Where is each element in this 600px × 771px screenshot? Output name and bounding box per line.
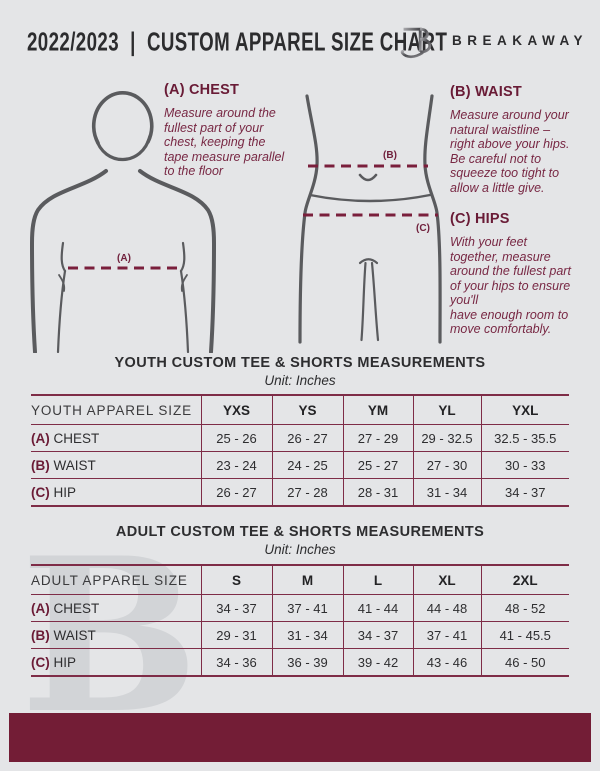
measurement-cell: 28 - 31 (342, 478, 413, 506)
youth-table-title: YOUTH CUSTOM TEE & SHORTS MEASUREMENTS (114, 355, 486, 371)
breakaway-b-logo-icon (400, 27, 432, 59)
measurement-cell: 41 - 45.5 (480, 621, 569, 649)
measurement-cell: 34 - 36 (200, 648, 272, 676)
measurement-cell: 44 - 48 (412, 594, 481, 622)
measurement-cell: 37 - 41 (412, 621, 481, 649)
size-column-header: YS (271, 395, 343, 425)
table-row-waist: (B) WAIST 29 - 31 31 - 34 34 - 37 37 - 4… (31, 621, 569, 649)
size-column-header: S (200, 565, 272, 595)
measurement-cell: 26 - 27 (200, 478, 272, 506)
measurement-cell: 31 - 34 (412, 478, 481, 506)
hips-guide: (C) HIPS With your feet together, measur… (450, 211, 600, 337)
row-prefix: (A) (31, 600, 50, 616)
table-row-waist: (B) WAIST 23 - 24 24 - 25 25 - 27 27 - 3… (31, 451, 569, 479)
row-name: WAIST (53, 457, 96, 473)
row-label: (B) WAIST (31, 451, 201, 479)
measurement-cell: 26 - 27 (271, 424, 343, 452)
measurement-cell: 34 - 37 (480, 478, 569, 506)
waist-guide-text: Measure around your natural waistline – … (450, 108, 570, 195)
measurement-cell: 34 - 37 (342, 621, 413, 649)
row-name: HIP (53, 654, 77, 670)
adult-table-title: ADULT CUSTOM TEE & SHORTS MEASUREMENTS (115, 524, 485, 540)
row-label: (A) CHEST (31, 424, 201, 452)
chest-guide: (A) CHEST Measure around the fullest par… (164, 82, 316, 179)
size-column-header: M (271, 565, 343, 595)
adult-header-row: ADULT APPAREL SIZE S M L XL 2XL (31, 565, 569, 595)
youth-unit-label: Unit: Inches (264, 373, 336, 388)
size-column-header: YM (342, 395, 413, 425)
row-name: CHEST (53, 430, 100, 446)
measurement-cell: 31 - 34 (271, 621, 343, 649)
table-row-hip: (C) HIP 26 - 27 27 - 28 28 - 31 31 - 34 … (31, 478, 569, 506)
measurement-cell: 25 - 27 (342, 451, 413, 479)
table-row-hip: (C) HIP 34 - 36 36 - 39 39 - 42 43 - 46 … (31, 648, 569, 676)
measurement-cell: 39 - 42 (342, 648, 413, 676)
hips-guide-heading: (C) HIPS (450, 211, 510, 227)
adult-size-table: ADULT APPAREL SIZE S M L XL 2XL (A) CHES… (31, 564, 569, 677)
row-prefix: (C) (31, 654, 50, 670)
measurement-cell: 23 - 24 (200, 451, 272, 479)
chest-line-label: (A) (117, 253, 131, 264)
chest-figure-illustration: (A) (29, 91, 217, 353)
row-label: (C) HIP (31, 478, 201, 506)
size-column-header: YXS (200, 395, 272, 425)
size-column-header: L (342, 565, 413, 595)
row-prefix: (C) (31, 484, 50, 500)
row-name: CHEST (53, 600, 100, 616)
page-title: 2022/2023 | CUSTOM APPAREL SIZE CHART (27, 28, 448, 57)
size-column-header: 2XL (480, 565, 569, 595)
measurement-cell: 37 - 41 (271, 594, 343, 622)
measurement-cell: 27 - 30 (412, 451, 481, 479)
waist-hips-figure-illustration: (B) (C) (298, 94, 442, 344)
table-row-chest: (A) CHEST 34 - 37 37 - 41 41 - 44 44 - 4… (31, 594, 569, 622)
youth-size-label-header: YOUTH APPAREL SIZE (31, 402, 192, 418)
measurement-cell: 36 - 39 (271, 648, 343, 676)
row-label: (B) WAIST (31, 621, 201, 649)
brand-logo: BREAKAWAY (398, 22, 592, 62)
chest-guide-heading: (A) CHEST (164, 82, 240, 98)
measurement-cell: 27 - 28 (271, 478, 343, 506)
measurement-cell: 29 - 31 (200, 621, 272, 649)
table-row-chest: (A) CHEST 25 - 26 26 - 27 27 - 29 29 - 3… (31, 424, 569, 452)
measurement-cell: 27 - 29 (342, 424, 413, 452)
size-column-header: YXL (480, 395, 569, 425)
measurement-cell: 29 - 32.5 (412, 424, 481, 452)
youth-size-table: YOUTH APPAREL SIZE YXS YS YM YL YXL (A) … (31, 394, 569, 507)
footer-accent-bar (9, 713, 591, 762)
measurement-cell: 24 - 25 (271, 451, 343, 479)
row-prefix: (B) (31, 627, 50, 643)
waist-guide-heading: (B) WAIST (450, 84, 522, 100)
measurement-cell: 48 - 52 (480, 594, 569, 622)
adult-unit-label: Unit: Inches (264, 542, 336, 557)
measurement-cell: 46 - 50 (480, 648, 569, 676)
row-prefix: (A) (31, 430, 50, 446)
waist-line-label: (B) (383, 150, 397, 161)
row-name: HIP (53, 484, 77, 500)
hips-line-label: (C) (416, 223, 430, 234)
chest-guide-text: Measure around the fullest part of your … (164, 106, 285, 178)
row-label: (A) CHEST (31, 594, 201, 622)
adult-size-label-header: ADULT APPAREL SIZE (31, 572, 188, 588)
measurement-cell: 34 - 37 (200, 594, 272, 622)
row-name: WAIST (53, 627, 96, 643)
measurement-cell: 41 - 44 (342, 594, 413, 622)
size-column-header: YL (412, 395, 481, 425)
measurement-cell: 32.5 - 35.5 (480, 424, 569, 452)
hips-guide-text: With your feet together, measure around … (450, 235, 571, 336)
row-label: (C) HIP (31, 648, 201, 676)
measurement-cell: 43 - 46 (412, 648, 481, 676)
measurement-cell: 30 - 33 (480, 451, 569, 479)
youth-header-row: YOUTH APPAREL SIZE YXS YS YM YL YXL (31, 395, 569, 425)
size-column-header: XL (412, 565, 481, 595)
row-prefix: (B) (31, 457, 50, 473)
measurement-cell: 25 - 26 (200, 424, 272, 452)
waist-guide: (B) WAIST Measure around your natural wa… (450, 84, 596, 195)
brand-name: BREAKAWAY (452, 33, 589, 48)
